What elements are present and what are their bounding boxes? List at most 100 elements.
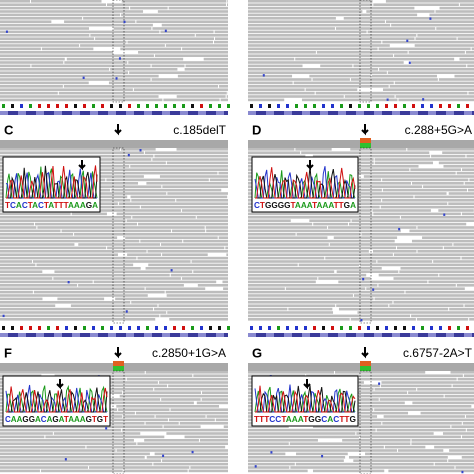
read xyxy=(144,439,199,442)
read xyxy=(188,469,228,473)
read xyxy=(201,391,228,394)
read xyxy=(400,267,474,270)
read xyxy=(131,301,228,304)
read xyxy=(146,456,228,459)
read xyxy=(248,287,285,290)
read xyxy=(248,466,290,469)
ref-base xyxy=(47,326,50,330)
read xyxy=(121,13,228,17)
mismatch xyxy=(125,310,128,313)
ref-band xyxy=(180,333,188,337)
read xyxy=(374,161,433,165)
read xyxy=(145,267,228,270)
mismatch xyxy=(67,280,70,284)
ref-band xyxy=(248,333,256,337)
read xyxy=(469,318,474,321)
read xyxy=(461,435,474,439)
read xyxy=(464,182,474,185)
read xyxy=(455,466,474,469)
read xyxy=(449,307,474,311)
ref-base xyxy=(439,326,442,330)
read xyxy=(152,27,228,30)
read xyxy=(353,64,467,68)
read xyxy=(464,304,474,307)
read xyxy=(380,205,474,209)
read xyxy=(248,85,389,88)
read xyxy=(293,81,394,85)
read xyxy=(318,277,371,280)
read xyxy=(436,27,474,30)
read xyxy=(338,280,428,284)
ref-band xyxy=(144,333,152,337)
sequence: TCACTACTATTTAAAGA xyxy=(5,200,98,210)
read xyxy=(170,408,228,411)
trace xyxy=(6,386,108,413)
read xyxy=(248,98,285,102)
read xyxy=(219,85,228,88)
read xyxy=(0,13,121,17)
read xyxy=(348,456,448,459)
read xyxy=(127,40,214,44)
ref-band xyxy=(428,333,436,337)
ref-base xyxy=(259,104,262,108)
read xyxy=(63,85,219,88)
read xyxy=(312,154,431,158)
read xyxy=(350,148,407,151)
read xyxy=(108,81,228,85)
read xyxy=(36,263,134,267)
read xyxy=(248,0,373,3)
read xyxy=(118,408,170,411)
read xyxy=(195,34,228,37)
mismatch xyxy=(378,382,381,385)
ref-base xyxy=(227,326,230,330)
read xyxy=(248,452,286,456)
read xyxy=(170,273,228,277)
read xyxy=(161,398,201,401)
read xyxy=(248,148,295,151)
read xyxy=(359,435,461,439)
read xyxy=(373,3,459,6)
ref-band xyxy=(180,111,188,115)
read xyxy=(138,222,228,226)
ref-base xyxy=(394,104,397,108)
mismatch xyxy=(461,470,464,474)
read xyxy=(185,64,228,68)
ref-base xyxy=(259,326,262,330)
ref-band xyxy=(144,111,152,115)
ref-base xyxy=(250,104,253,108)
read xyxy=(296,452,348,456)
ref-base xyxy=(29,326,32,330)
read xyxy=(218,236,228,239)
read xyxy=(176,95,226,98)
ref-base xyxy=(83,326,86,330)
ref-band xyxy=(464,111,472,115)
read xyxy=(31,0,102,3)
mismatch xyxy=(2,314,5,318)
ref-base xyxy=(182,326,185,330)
track-bar xyxy=(0,140,228,148)
read xyxy=(248,91,315,95)
read xyxy=(248,432,356,435)
read xyxy=(0,290,33,294)
read xyxy=(196,216,228,219)
variant-cov xyxy=(113,361,124,366)
read xyxy=(181,209,228,212)
read xyxy=(0,64,31,68)
read xyxy=(360,263,474,267)
read xyxy=(154,452,228,456)
read xyxy=(177,74,228,78)
ref-base xyxy=(92,104,95,108)
read xyxy=(411,182,464,185)
mismatch xyxy=(170,269,173,272)
read xyxy=(222,280,228,284)
read xyxy=(0,17,83,20)
read xyxy=(205,226,228,229)
read xyxy=(248,459,344,462)
read xyxy=(0,51,114,54)
read xyxy=(181,277,228,280)
read xyxy=(215,418,228,422)
read xyxy=(133,88,228,91)
read xyxy=(227,0,228,3)
read xyxy=(162,185,228,188)
read xyxy=(417,388,474,391)
